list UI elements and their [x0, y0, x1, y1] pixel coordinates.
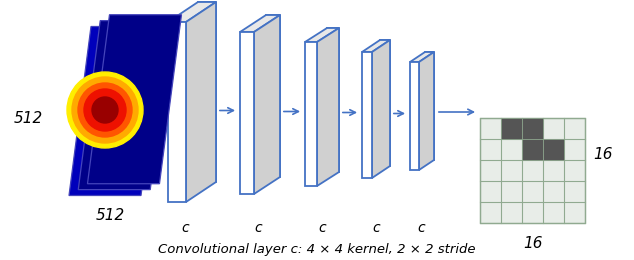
Polygon shape	[425, 52, 434, 160]
Circle shape	[84, 89, 126, 131]
Circle shape	[92, 97, 118, 123]
Polygon shape	[372, 40, 390, 178]
Polygon shape	[362, 52, 372, 178]
Polygon shape	[327, 28, 339, 172]
Polygon shape	[87, 15, 181, 184]
Text: Convolutional layer c: 4 × 4 kernel, 2 × 2 stride: Convolutional layer c: 4 × 4 kernel, 2 ×…	[158, 244, 476, 257]
Text: c: c	[254, 221, 262, 235]
Polygon shape	[240, 32, 254, 194]
Polygon shape	[305, 28, 339, 42]
Text: 16: 16	[523, 236, 542, 250]
Polygon shape	[410, 52, 434, 62]
Bar	[522, 118, 543, 139]
Polygon shape	[198, 2, 216, 182]
Text: 16: 16	[593, 147, 612, 162]
Polygon shape	[78, 21, 172, 190]
Polygon shape	[168, 22, 186, 202]
Bar	[522, 139, 543, 160]
Circle shape	[72, 77, 138, 143]
Text: 512: 512	[13, 110, 42, 126]
Text: c: c	[372, 221, 380, 235]
Polygon shape	[380, 40, 390, 166]
Text: c: c	[417, 221, 425, 235]
Bar	[480, 118, 585, 223]
Polygon shape	[186, 2, 216, 202]
Polygon shape	[317, 28, 339, 186]
Polygon shape	[266, 15, 280, 177]
Text: c: c	[318, 221, 326, 235]
Polygon shape	[69, 27, 163, 196]
Polygon shape	[410, 62, 419, 170]
Polygon shape	[240, 15, 280, 32]
Circle shape	[78, 83, 132, 137]
Bar	[543, 139, 564, 160]
Polygon shape	[168, 2, 216, 22]
Bar	[501, 118, 522, 139]
Polygon shape	[362, 40, 390, 52]
Text: c: c	[181, 221, 189, 235]
Text: 512: 512	[95, 207, 125, 223]
Polygon shape	[419, 52, 434, 170]
Polygon shape	[305, 42, 317, 186]
Polygon shape	[254, 15, 280, 194]
Circle shape	[67, 72, 143, 148]
